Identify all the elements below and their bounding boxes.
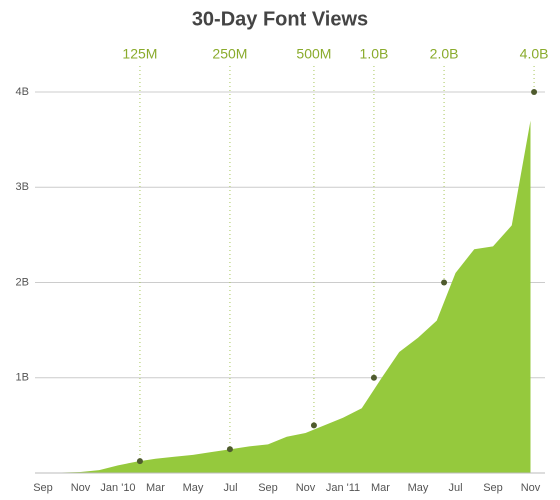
chart-title: 30-Day Font Views (192, 8, 368, 30)
milestone-dot (226, 446, 233, 453)
x-tick-label: May (183, 482, 204, 494)
milestone-dot (531, 89, 538, 96)
y-tick-label: 2B (16, 276, 29, 288)
y-tick-label: 3B (16, 181, 29, 193)
y-tick-label: 1B (16, 372, 29, 384)
x-tick-label: Jul (223, 482, 237, 494)
milestone-label: 1.0B (360, 46, 389, 62)
x-tick-label: Nov (296, 482, 316, 494)
x-tick-label: Mar (146, 482, 165, 494)
milestone-dot (136, 458, 143, 465)
milestone-label: 2.0B (430, 46, 459, 62)
x-tick-label: Jan '11 (326, 482, 360, 494)
x-tick-label: Jul (448, 482, 462, 494)
y-tick-label: 4B (16, 86, 29, 98)
x-tick-label: Jan '10 (100, 482, 135, 494)
area (43, 120, 531, 473)
milestone-dot (370, 374, 377, 381)
milestone-label: 4.0B (520, 46, 549, 62)
x-tick-label: Nov (521, 482, 541, 494)
x-tick-label: Nov (71, 482, 91, 494)
milestone-dot (441, 279, 448, 286)
x-tick-label: Sep (258, 482, 278, 494)
x-tick-label: Mar (371, 482, 390, 494)
x-tick-label: May (408, 482, 429, 494)
x-tick-label: Sep (483, 482, 503, 494)
milestone-label: 125M (122, 46, 157, 62)
milestone-dot (310, 422, 317, 429)
milestone-label: 250M (212, 46, 247, 62)
milestone-label: 500M (296, 46, 331, 62)
x-tick-label: Sep (33, 482, 53, 494)
